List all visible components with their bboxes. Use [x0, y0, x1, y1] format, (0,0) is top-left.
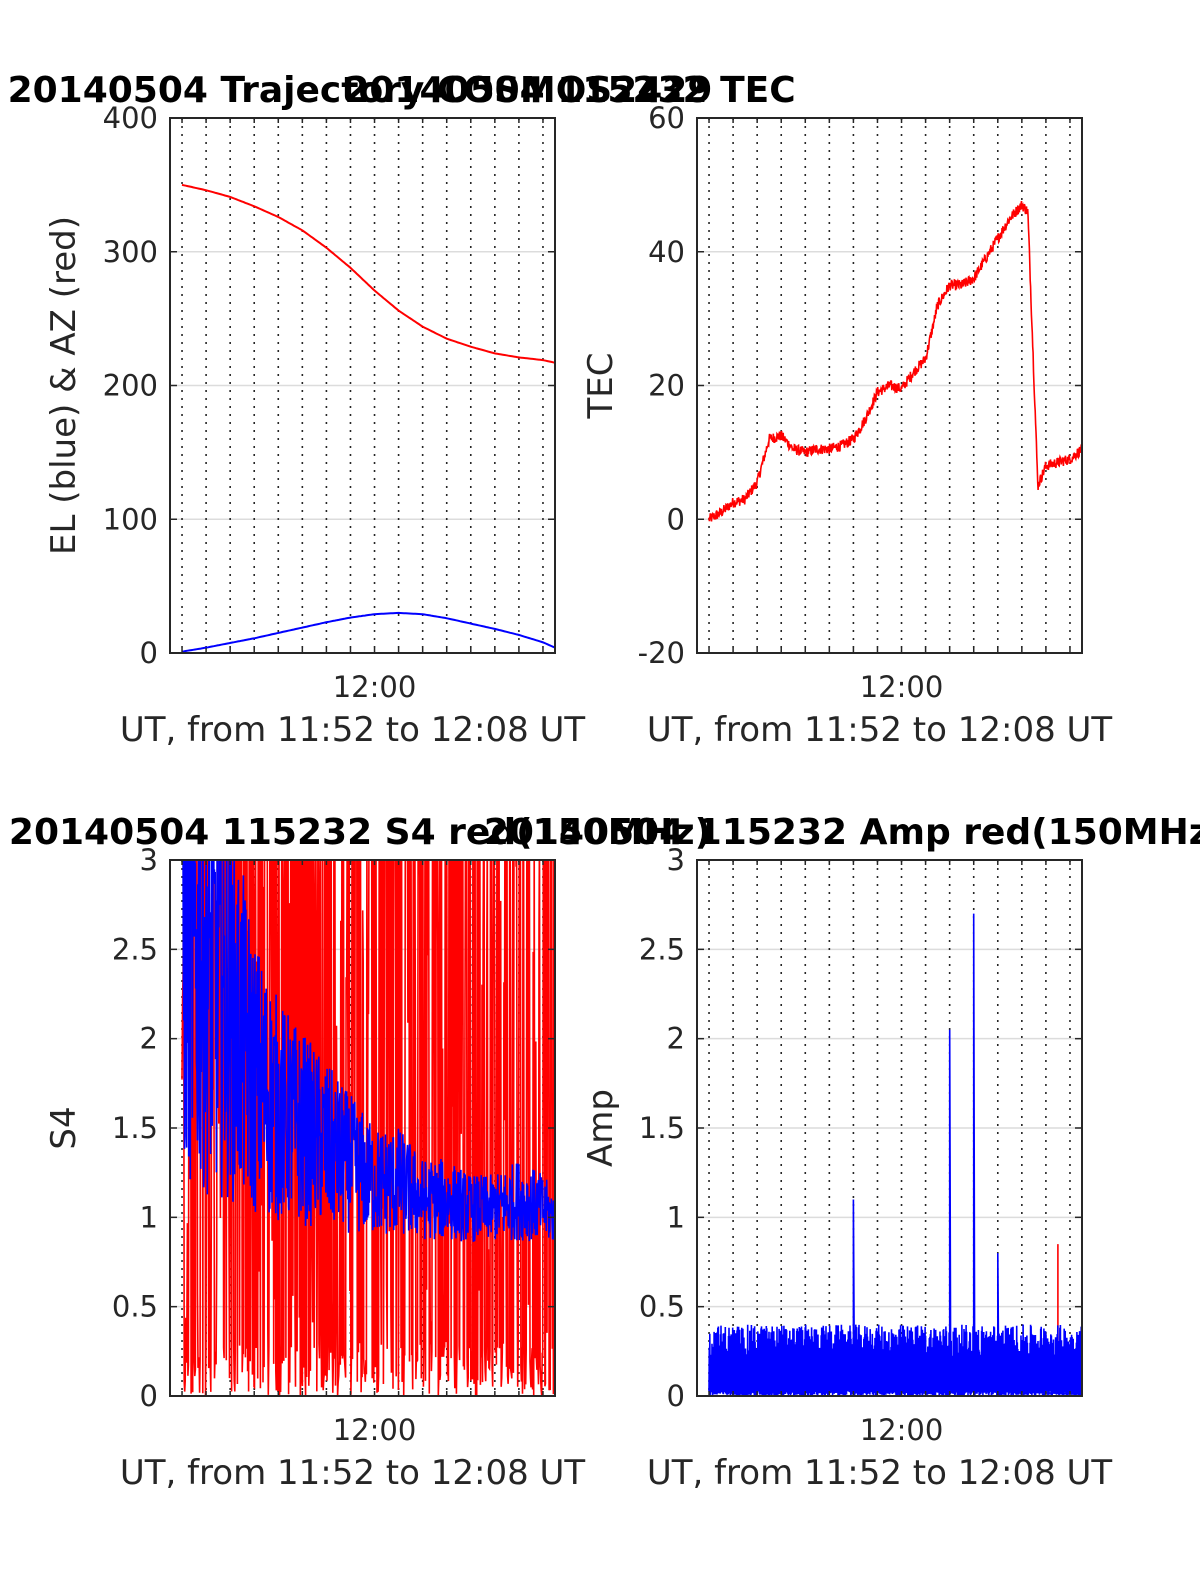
- y-tick-label: 40: [648, 235, 685, 269]
- x-tick-label: 12:00: [333, 670, 417, 704]
- blue-series-line: [182, 860, 555, 1242]
- y-tick-label: 300: [103, 235, 158, 269]
- series-group: [708, 913, 1082, 1396]
- chart-tec: -20 0 20 40 60 12:00 20140504 115232 TEC UT, …: [344, 70, 1112, 750]
- y-axis-label: EL (blue) & AZ (red): [44, 216, 84, 555]
- y-tick-label: 1.5: [112, 1111, 158, 1145]
- y-tick-label: 0: [667, 502, 685, 536]
- series-group: [181, 183, 555, 653]
- y-tick-label: 0: [140, 636, 158, 670]
- y-tick-label: 2: [140, 1022, 158, 1056]
- y-tick-label: 1: [667, 1200, 685, 1234]
- y-tick-label: 400: [103, 101, 158, 135]
- ticks: -20 0 20 40 60 12:00: [638, 101, 1082, 704]
- series-group: [708, 200, 1082, 522]
- y-tick-label: 0.5: [639, 1290, 685, 1324]
- y-tick-label: 0: [140, 1379, 158, 1413]
- y-tick-label: 1: [140, 1200, 158, 1234]
- y-tick-label: 2: [667, 1022, 685, 1056]
- y-tick-label: 3: [140, 843, 158, 877]
- chart-title: 20140504 115232 S4 red(150MHz): [9, 812, 711, 853]
- x-axis-label: UT, from 11:52 to 12:08 UT: [120, 1453, 586, 1493]
- y-tick-label: 2.5: [639, 932, 685, 966]
- y-axis-label: TEC: [581, 353, 621, 420]
- red-series-line: [181, 183, 555, 364]
- x-axis-label: UT, from 11:52 to 12:08 UT: [647, 710, 1113, 750]
- grid: [697, 860, 1082, 1396]
- x-tick-label: 12:00: [333, 1413, 417, 1447]
- y-tick-label: -20: [638, 636, 685, 670]
- ticks: 0 0.5 1 1.5 2 2.5 3 12:00: [112, 843, 555, 1447]
- y-axis-label: S4: [44, 1106, 84, 1149]
- y-tick-label: 1.5: [639, 1111, 685, 1145]
- ticks: 0 0.5 1 1.5 2 2.5 3 12:00: [639, 843, 1082, 1447]
- y-tick-label: 100: [103, 502, 158, 536]
- ticks: 0 100 200 300 400 12:00: [103, 101, 555, 704]
- x-tick-label: 12:00: [860, 1413, 944, 1447]
- series-group: [181, 860, 555, 1396]
- red-series-line: [708, 200, 1082, 522]
- x-axis-label: UT, from 11:52 to 12:08 UT: [647, 1453, 1113, 1493]
- y-tick-label: 0: [667, 1379, 685, 1413]
- blue-series-line: [708, 913, 1082, 1396]
- chart-title: 20140504 115232 Amp red(150MHz): [484, 812, 1200, 853]
- x-axis-label: UT, from 11:52 to 12:08 UT: [120, 710, 586, 750]
- y-tick-label: 20: [648, 369, 685, 403]
- chart-title: 20140504 115232 TEC: [344, 70, 795, 111]
- grid: [170, 118, 555, 653]
- chart-title: 20140504 Trajectory COSMOS2429: [8, 70, 713, 111]
- chart-amp: 0 0.5 1 1.5 2 2.5 3 12:00 20140504 115232 Amp r…: [484, 812, 1200, 1493]
- y-tick-label: 200: [103, 369, 158, 403]
- y-tick-label: 60: [648, 101, 685, 135]
- y-tick-label: 0.5: [112, 1290, 158, 1324]
- blue-series-line: [181, 611, 555, 653]
- y-tick-label: 2.5: [112, 932, 158, 966]
- chart-s4: 0 0.5 1 1.5 2 2.5 3 12:00 20140504 115232 S4 re…: [9, 812, 711, 1493]
- x-tick-label: 12:00: [860, 670, 944, 704]
- y-tick-label: 3: [667, 843, 685, 877]
- y-axis-label: Amp: [581, 1089, 621, 1167]
